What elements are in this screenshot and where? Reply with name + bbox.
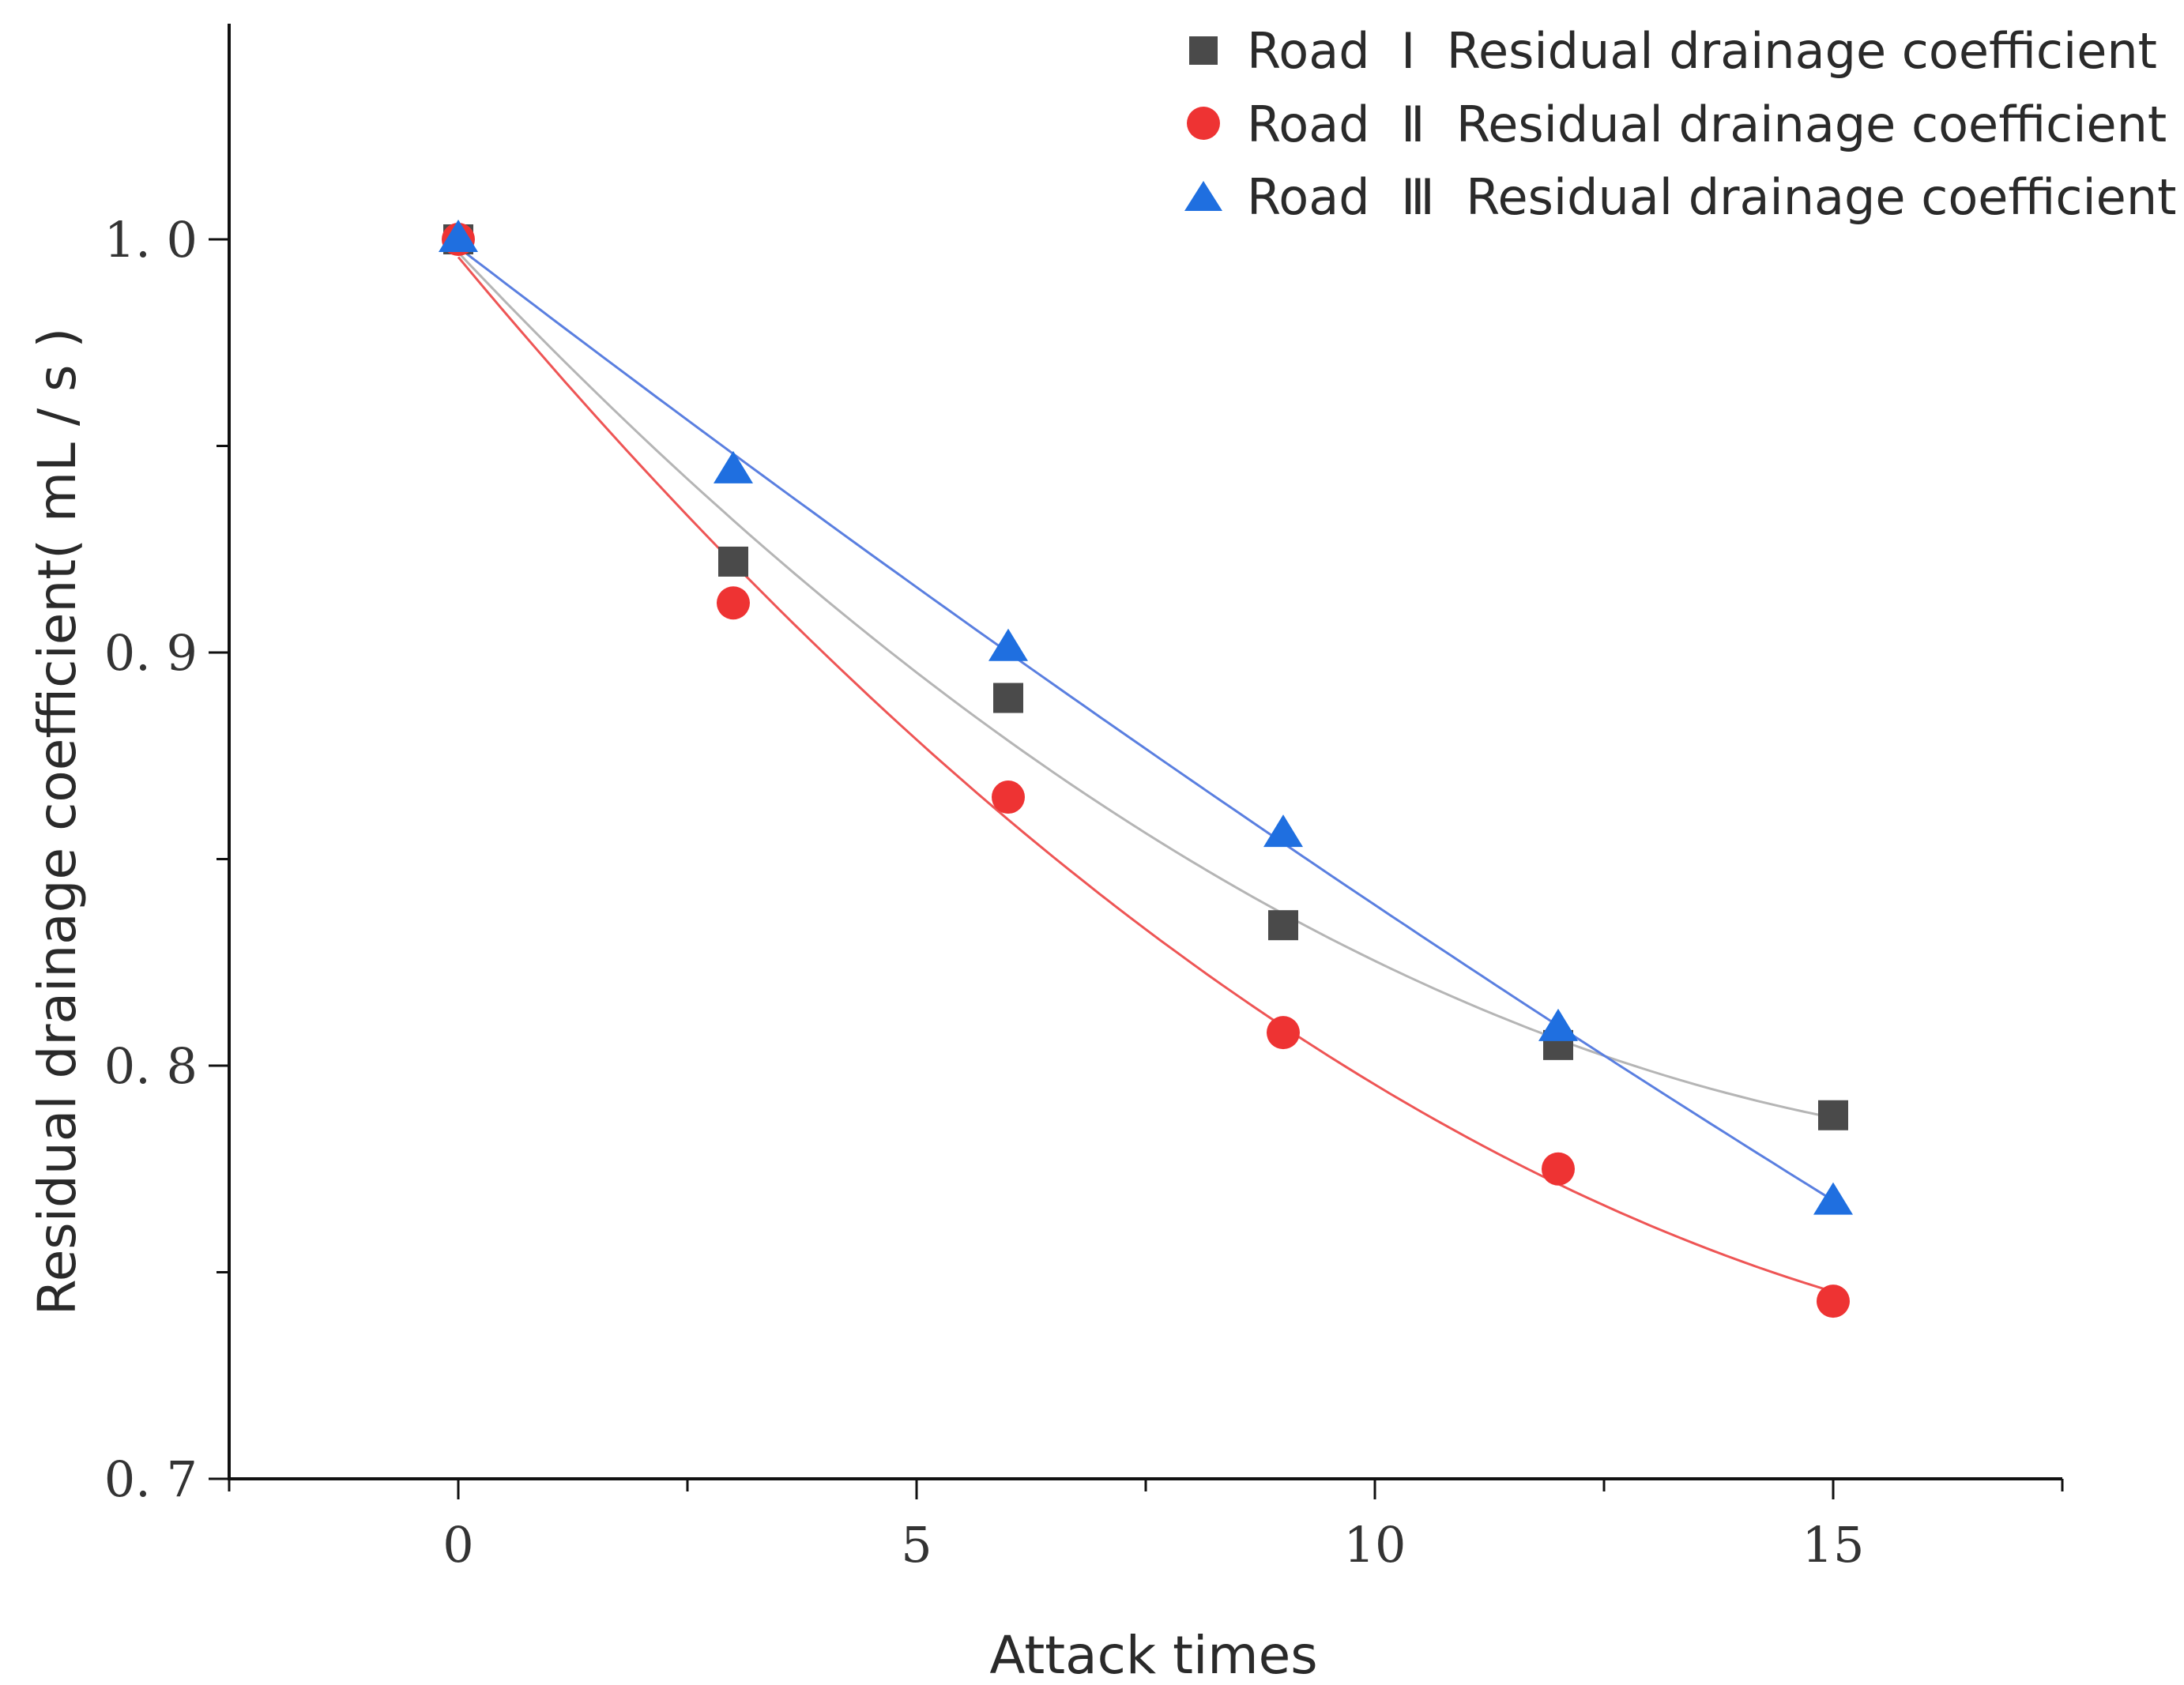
- data-point-series-1: [1268, 910, 1298, 941]
- x-tick-label: 5: [901, 1516, 932, 1574]
- x-tick-label: 15: [1802, 1516, 1865, 1574]
- data-point-series-2: [1267, 1016, 1300, 1050]
- fit-curves: [457, 246, 1834, 1293]
- legend-label-road-2: Road Ⅱ Residual drainage coefficient: [1247, 96, 2167, 153]
- x-axis-title: Attack times: [989, 1625, 1317, 1685]
- data-point-series-2: [992, 780, 1025, 814]
- data-point-series-1: [1818, 1100, 1848, 1130]
- y-tick-label: 1. 0: [104, 211, 198, 269]
- data-point-series-1: [718, 546, 748, 577]
- legend-marker-circle: [1187, 107, 1220, 140]
- y-tick-label: 0. 9: [104, 624, 198, 682]
- data-point-series-2: [1817, 1284, 1850, 1318]
- data-point-series-2: [717, 586, 750, 620]
- fit-curve-series-2: [457, 256, 1834, 1293]
- data-point-series-3: [714, 450, 753, 483]
- legend-marker-triangle: [1184, 181, 1222, 211]
- data-points: [439, 220, 1853, 1318]
- ticks: 0 5 10 15 0. 7 0. 8 0. 9 1. 0: [104, 211, 2064, 1574]
- legend-marker-square: [1189, 36, 1218, 65]
- data-point-series-3: [1813, 1182, 1853, 1215]
- data-point-series-3: [439, 220, 478, 252]
- data-point-series-2: [1542, 1152, 1575, 1186]
- data-point-series-1: [993, 683, 1023, 713]
- data-point-series-3: [1263, 814, 1303, 848]
- y-tick-label: 0. 8: [104, 1037, 198, 1095]
- legend-label-road-1: Road Ⅰ Residual drainage coefficient: [1247, 22, 2157, 80]
- y-tick-label: 0. 7: [104, 1450, 198, 1508]
- fit-curve-series-1: [457, 251, 1834, 1119]
- data-point-series-3: [1538, 1008, 1578, 1041]
- legend-label-road-3: Road Ⅲ Residual drainage coefficient: [1247, 168, 2176, 226]
- x-tick-label: 0: [442, 1516, 473, 1574]
- legend: Road Ⅰ Residual drainage coefficient Roa…: [1184, 22, 2176, 226]
- y-axis-title: Residual drainage coefficient( mL / s ): [27, 328, 88, 1315]
- fit-curve-series-3: [458, 246, 1834, 1202]
- data-point-series-3: [988, 628, 1028, 661]
- x-tick-label: 10: [1344, 1516, 1406, 1574]
- axes: [228, 24, 2062, 1480]
